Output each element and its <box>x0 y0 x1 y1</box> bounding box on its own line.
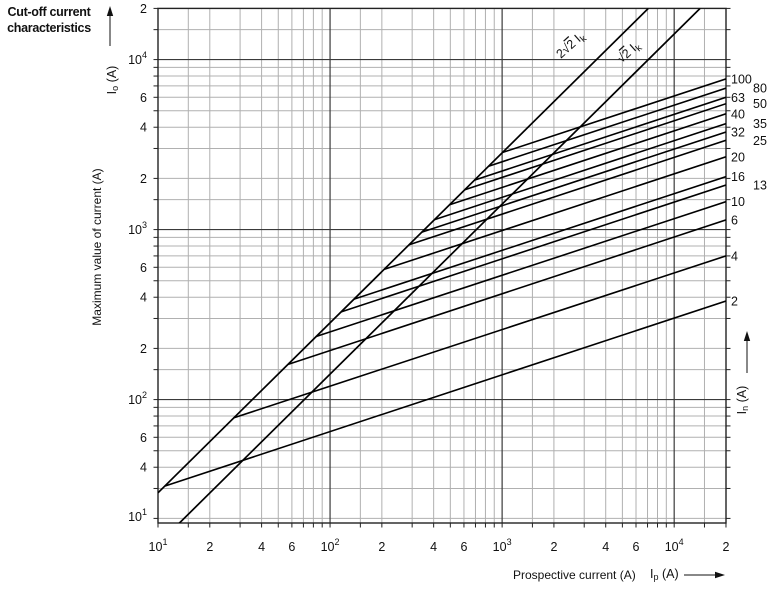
y-tick-4000: 4 <box>140 121 147 135</box>
x-symbol-base: I <box>650 567 654 581</box>
x-tick-labels: 101 2 4 6 102 2 4 6 103 2 4 6 104 2 <box>149 537 730 554</box>
fuse-curves <box>164 78 726 487</box>
fuse-curve-2 <box>164 300 726 487</box>
y-symbol-base: I <box>105 90 119 95</box>
rating-label-6: 6 <box>731 213 738 227</box>
rating-label-20: 20 <box>731 150 745 164</box>
y-axis-title: Maximum value of current (A) <box>90 168 104 326</box>
fuse-curve-50 <box>464 102 726 191</box>
y-tick-6000: 6 <box>140 91 147 105</box>
x-tick-200: 2 <box>378 540 385 554</box>
x-symbol-sub: p <box>653 572 659 582</box>
rating-label-63: 63 <box>731 91 745 105</box>
asymptote-line-1 <box>158 8 649 494</box>
fuse-curve-32 <box>421 131 726 233</box>
fuse-curve-6 <box>287 219 726 366</box>
x-tick-10000: 104 <box>665 537 684 554</box>
y-symbol-sub: o <box>110 85 120 91</box>
right-symbol-unit: (A) <box>735 385 749 403</box>
rating-label-2: 2 <box>731 295 738 309</box>
y-tick-labels: 2 104 6 4 2 103 6 4 2 102 6 4 101 <box>128 2 147 524</box>
fuse-curve-13 <box>340 184 726 313</box>
y-tick-200: 2 <box>140 342 147 356</box>
x-tick-4000: 4 <box>602 540 609 554</box>
x-tick-600: 6 <box>460 540 467 554</box>
x-axis-title: Prospective current (A) <box>513 568 636 582</box>
y-tick-100: 102 <box>128 390 147 407</box>
x-tick-10: 101 <box>149 537 168 554</box>
x-tick-400: 4 <box>430 540 437 554</box>
y-symbol-unit: (A) <box>105 65 119 83</box>
fuse-curve-40 <box>449 113 726 206</box>
y-tick-400: 4 <box>140 291 147 305</box>
fuse-curve-80 <box>488 87 726 167</box>
chart-title: Cut-off current characteristics <box>2 4 96 36</box>
x-tick-100: 102 <box>321 537 340 554</box>
fuse-curve-35 <box>434 122 726 221</box>
x-tick-60: 6 <box>288 540 295 554</box>
y-tick-600: 6 <box>140 261 147 275</box>
rating-label-35: 35 <box>753 117 767 131</box>
fuse-curve-4 <box>233 255 726 419</box>
right-symbol-sub: n <box>740 405 750 411</box>
rating-label-80: 80 <box>753 82 767 96</box>
plot-border <box>157 7 727 524</box>
x-symbol-unit: (A) <box>661 567 679 581</box>
rating-label-16: 16 <box>731 170 745 184</box>
fuse-curve-16 <box>353 175 726 300</box>
y-tick-1000: 103 <box>128 220 147 237</box>
rating-label-50: 50 <box>753 97 767 111</box>
rating-label-4: 4 <box>731 249 738 263</box>
asymptote-label-2: √2 Ik <box>614 38 645 68</box>
rating-label-32: 32 <box>731 125 745 139</box>
right-axis-symbol: In (A) <box>735 385 750 415</box>
right-symbol-base: I <box>735 410 749 415</box>
fuse-curve-20 <box>383 156 726 271</box>
x-tick-40: 4 <box>258 540 265 554</box>
x-tick-20: 2 <box>206 540 213 554</box>
chart-title-line2: characteristics <box>7 21 91 35</box>
x-axis-symbol: Ip (A) <box>650 567 679 582</box>
rating-label-100: 100 <box>731 72 752 86</box>
y-tick-10: 101 <box>128 507 147 524</box>
asymptote-line-2 <box>178 8 701 523</box>
y-tick-2000: 2 <box>140 172 147 186</box>
fuse-curve-63 <box>474 96 726 181</box>
rating-label-25: 25 <box>753 134 767 148</box>
rating-label-13: 13 <box>753 178 767 192</box>
axis-ticks <box>153 7 731 528</box>
chart-title-line1: Cut-off current <box>7 5 91 19</box>
grid-minor <box>158 8 726 523</box>
y-tick-60: 6 <box>140 431 147 445</box>
x-tick-6000: 6 <box>633 540 640 554</box>
rating-label-40: 40 <box>731 107 745 121</box>
x-tick-1000: 103 <box>493 537 512 554</box>
asymptote-lines <box>158 8 701 523</box>
y-axis-symbol: Io (A) <box>105 65 120 95</box>
rating-label-10: 10 <box>731 195 745 209</box>
y-tick-20000: 2 <box>140 2 147 16</box>
fuse-curve-100 <box>502 78 726 154</box>
y-tick-40: 4 <box>140 461 147 475</box>
fuse-curve-10 <box>315 200 726 338</box>
y-tick-10000: 104 <box>128 50 147 67</box>
fuse-curve-25 <box>408 139 726 246</box>
x-tick-2000: 2 <box>550 540 557 554</box>
x-tick-20000: 2 <box>722 540 729 554</box>
asymptote-labels: 2√2 Ik√2 Ik <box>554 32 645 68</box>
